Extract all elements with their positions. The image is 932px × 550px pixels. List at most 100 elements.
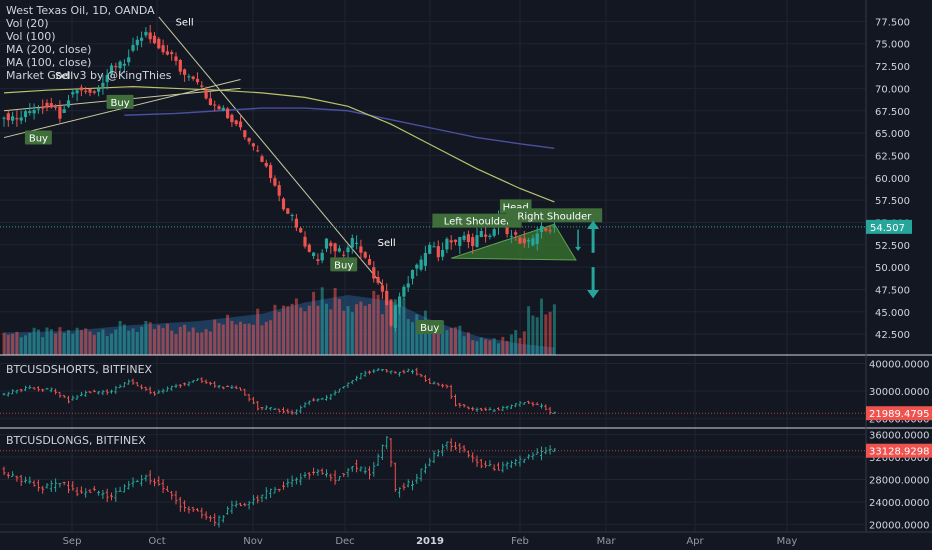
volume-bar <box>432 329 436 355</box>
candle-body <box>165 51 169 55</box>
candle-body <box>277 185 281 196</box>
candle-body <box>28 111 32 113</box>
y-tick-label: 70.000 <box>875 84 910 95</box>
shorts-y-tick-label: 30000.0000 <box>869 387 929 398</box>
volume-bar <box>122 324 126 355</box>
candle-body <box>135 39 139 46</box>
volume-bar <box>226 314 230 355</box>
volume-bar <box>45 327 49 355</box>
candle-body <box>393 305 397 328</box>
volume-bar <box>191 327 195 355</box>
candle-body <box>243 130 247 138</box>
longs-pane[interactable] <box>2 436 556 528</box>
volume-bar <box>88 331 92 355</box>
volume-bar <box>402 298 406 355</box>
symbol-title[interactable]: West Texas Oil, 1D, OANDA <box>6 4 155 17</box>
x-tick-label: Oct <box>148 536 165 547</box>
candle-body <box>109 65 114 74</box>
indicator-vol100[interactable]: Vol (100) <box>6 30 56 43</box>
volume-bar <box>41 337 45 355</box>
volume-bar <box>67 329 70 355</box>
candle-body <box>191 76 195 79</box>
volume-bar <box>406 319 410 355</box>
indicator-ma200[interactable]: MA (200, close) <box>6 43 92 56</box>
shorts-last-label: 21989.4795 <box>869 409 929 420</box>
shorts-pane[interactable] <box>2 367 556 415</box>
volume-bar <box>488 340 492 355</box>
candle-body <box>127 57 131 63</box>
volume-bar <box>264 321 268 355</box>
buy-signal-box <box>24 130 52 145</box>
candle-body <box>535 233 539 244</box>
volume-bar <box>518 337 522 355</box>
volume-bar <box>316 305 320 355</box>
volume-bar <box>462 336 466 355</box>
candle-body <box>312 252 316 257</box>
candle-body <box>527 239 531 242</box>
candle-body <box>174 56 178 61</box>
candle-body <box>6 113 10 121</box>
y-tick-label: 65.000 <box>875 129 910 140</box>
volume-bar <box>174 334 178 355</box>
candle-body <box>187 76 191 78</box>
volume-bar <box>492 338 496 355</box>
candle-body <box>462 235 466 240</box>
sell-signal-label: Sell <box>378 238 396 249</box>
volume-bar <box>385 304 389 355</box>
volume-bar <box>217 323 221 355</box>
indicator-vol20[interactable]: Vol (20) <box>6 17 49 30</box>
volume-bar <box>531 315 535 355</box>
candle-body <box>385 290 389 306</box>
indicator-market-god[interactable]: Market God v3 by @KingThies <box>6 69 172 82</box>
candle-body <box>23 111 28 118</box>
candle-body <box>337 248 341 252</box>
indicator-ma100[interactable]: MA (100, close) <box>6 56 92 69</box>
candle-body <box>544 228 548 231</box>
shorts-pane-label[interactable]: BTCUSDSHORTS, BITFINEX <box>6 363 153 376</box>
volume-bar <box>445 330 449 355</box>
volume-bar <box>449 327 453 355</box>
candle-body <box>11 116 15 121</box>
candle-body <box>389 300 393 326</box>
candle-body <box>342 254 346 256</box>
volume-bar <box>479 337 483 355</box>
volume-bar <box>148 322 152 355</box>
volume-bar <box>544 314 548 355</box>
candle-body <box>329 242 333 247</box>
longs-y-tick-label: 20000.0000 <box>869 520 929 531</box>
volume-bar <box>187 331 191 355</box>
volume-bar <box>376 294 380 355</box>
shorts-y-tick-label: 40000.0000 <box>869 360 929 371</box>
candle-body <box>372 267 376 279</box>
volume-bar <box>294 298 298 355</box>
volume-bar <box>527 306 531 355</box>
buy-signal-label: Buy <box>334 260 353 271</box>
volume-bar <box>363 305 367 355</box>
volume-bar <box>36 329 40 355</box>
volume-bar <box>320 287 324 355</box>
volume-bar <box>372 290 376 355</box>
candle-body <box>122 63 126 66</box>
volume-bar <box>325 303 328 355</box>
candle-body <box>144 31 148 36</box>
y-tick-label: 62.500 <box>875 151 910 162</box>
price-pane[interactable]: Sell Sell Buy Buy Buy Sell Buy Left Shoulder Hea… <box>0 16 866 334</box>
volume-bar <box>127 330 131 355</box>
candle-body <box>148 32 152 40</box>
candle-body <box>183 69 187 75</box>
volume-bar <box>247 323 251 355</box>
candle-body <box>226 108 230 119</box>
candle-body <box>320 252 324 261</box>
y-tick-label: 60.000 <box>875 174 910 185</box>
longs-pane-label[interactable]: BTCUSDLONGS, BITFINEX <box>6 434 146 447</box>
volume-bar <box>548 311 552 355</box>
candle-body <box>2 117 6 119</box>
volume-bar <box>277 311 281 355</box>
candle-body <box>19 117 23 121</box>
volume-bar <box>350 312 354 355</box>
volume-bar <box>239 321 242 355</box>
candle-body <box>531 238 535 246</box>
x-tick-label: Apr <box>686 536 704 547</box>
volume-bar <box>415 314 419 355</box>
